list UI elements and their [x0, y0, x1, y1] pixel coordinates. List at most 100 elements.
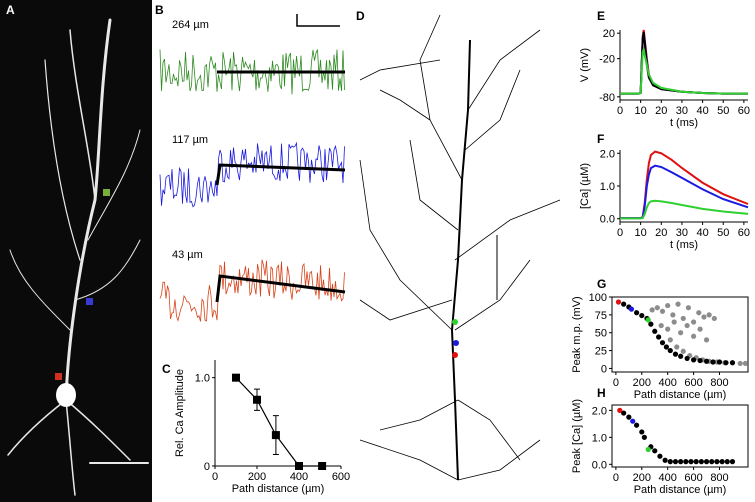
x-axis-label: t (ms)	[670, 239, 698, 251]
point	[615, 299, 622, 305]
x-tick-label: 50	[717, 105, 729, 117]
point	[659, 308, 666, 314]
x-axis-label: Path distance (µm)	[634, 484, 727, 496]
y-tick-label: 75	[595, 310, 607, 322]
y-tick-label: 1.0	[600, 181, 615, 193]
point	[628, 306, 635, 312]
point	[672, 459, 679, 465]
point	[684, 322, 690, 329]
y-axis-label: Rel. Ca Amplitude	[174, 369, 186, 457]
point	[232, 373, 240, 382]
point	[683, 459, 689, 465]
x-tick-label: 0	[212, 471, 218, 483]
point	[657, 453, 663, 459]
point	[634, 310, 640, 316]
x-tick-label: 20	[655, 105, 667, 117]
point	[719, 459, 725, 465]
panel-label: D	[356, 9, 365, 23]
x-tick-label: 10	[635, 105, 647, 117]
line	[620, 164, 749, 220]
point	[667, 459, 673, 465]
point	[665, 326, 671, 332]
point	[639, 429, 645, 435]
point	[271, 431, 280, 440]
x-tick-label: 60	[738, 227, 750, 239]
point	[626, 414, 632, 420]
x-tick-label: 600	[684, 472, 702, 484]
trace-label: 43 µm	[172, 249, 203, 261]
panel-label: A	[6, 3, 15, 17]
point	[617, 407, 623, 413]
panel-label: E	[597, 9, 605, 23]
point	[680, 348, 686, 354]
scale-bar	[296, 14, 340, 27]
morphology	[359, 14, 561, 481]
line	[235, 377, 323, 467]
x-tick-label: 200	[633, 472, 651, 484]
fit	[215, 163, 346, 186]
x-tick-label: 60	[738, 105, 750, 117]
line	[620, 199, 749, 220]
point	[659, 340, 666, 346]
point	[621, 410, 627, 416]
y-tick-label: 0	[601, 363, 607, 375]
x-tick-label: 0	[617, 105, 623, 117]
y-tick-label: 0.0	[592, 459, 607, 471]
point	[737, 360, 743, 367]
y-axis-label: Peak m.p. (mV)	[571, 296, 583, 372]
point	[710, 359, 716, 365]
point	[667, 347, 673, 354]
point	[654, 305, 660, 311]
axes	[619, 30, 748, 101]
x-axis-label: Path distance (µm)	[634, 389, 727, 401]
point	[678, 330, 684, 336]
point	[648, 321, 654, 327]
x-tick-label: 0	[617, 227, 623, 239]
y-tick-label: -20	[599, 54, 615, 66]
point	[697, 357, 703, 364]
y-tick-label: 100	[589, 292, 607, 304]
trace	[159, 49, 345, 95]
point	[658, 322, 664, 329]
point	[703, 459, 710, 465]
point	[645, 446, 651, 453]
point	[671, 319, 677, 325]
y-axis-label: [Ca] (µM)	[579, 163, 591, 209]
x-tick-label: 600	[332, 471, 350, 483]
point	[652, 448, 658, 454]
point	[724, 459, 730, 465]
point	[678, 459, 684, 465]
x-tick-label: 0	[613, 472, 619, 484]
point	[685, 305, 692, 311]
x-tick-label: 200	[248, 471, 266, 483]
y-tick-label: 1.0	[195, 373, 210, 385]
fit	[215, 274, 346, 303]
y-tick-label: 1.0	[592, 432, 607, 444]
y-axis-label: Peak [Ca] (µM)	[571, 399, 583, 473]
point	[709, 459, 715, 465]
point	[684, 355, 690, 362]
x-tick-label: 800	[710, 472, 728, 484]
y-axis-label: V (mV)	[579, 48, 591, 82]
marker	[453, 340, 459, 346]
x-tick-label: 400	[659, 377, 677, 389]
point	[696, 310, 702, 316]
line	[620, 48, 748, 95]
panel-label: H	[597, 386, 606, 400]
marker	[55, 373, 62, 380]
point	[630, 418, 636, 424]
point	[714, 459, 720, 465]
y-tick-label: 0	[204, 461, 210, 473]
x-tick-label: 800	[710, 377, 728, 389]
point	[665, 302, 671, 309]
point	[641, 434, 647, 440]
point	[688, 459, 694, 465]
point	[670, 312, 676, 318]
line	[620, 31, 748, 95]
marker	[103, 189, 110, 196]
axes-frame	[611, 404, 749, 468]
point	[723, 360, 729, 366]
point	[253, 395, 261, 404]
